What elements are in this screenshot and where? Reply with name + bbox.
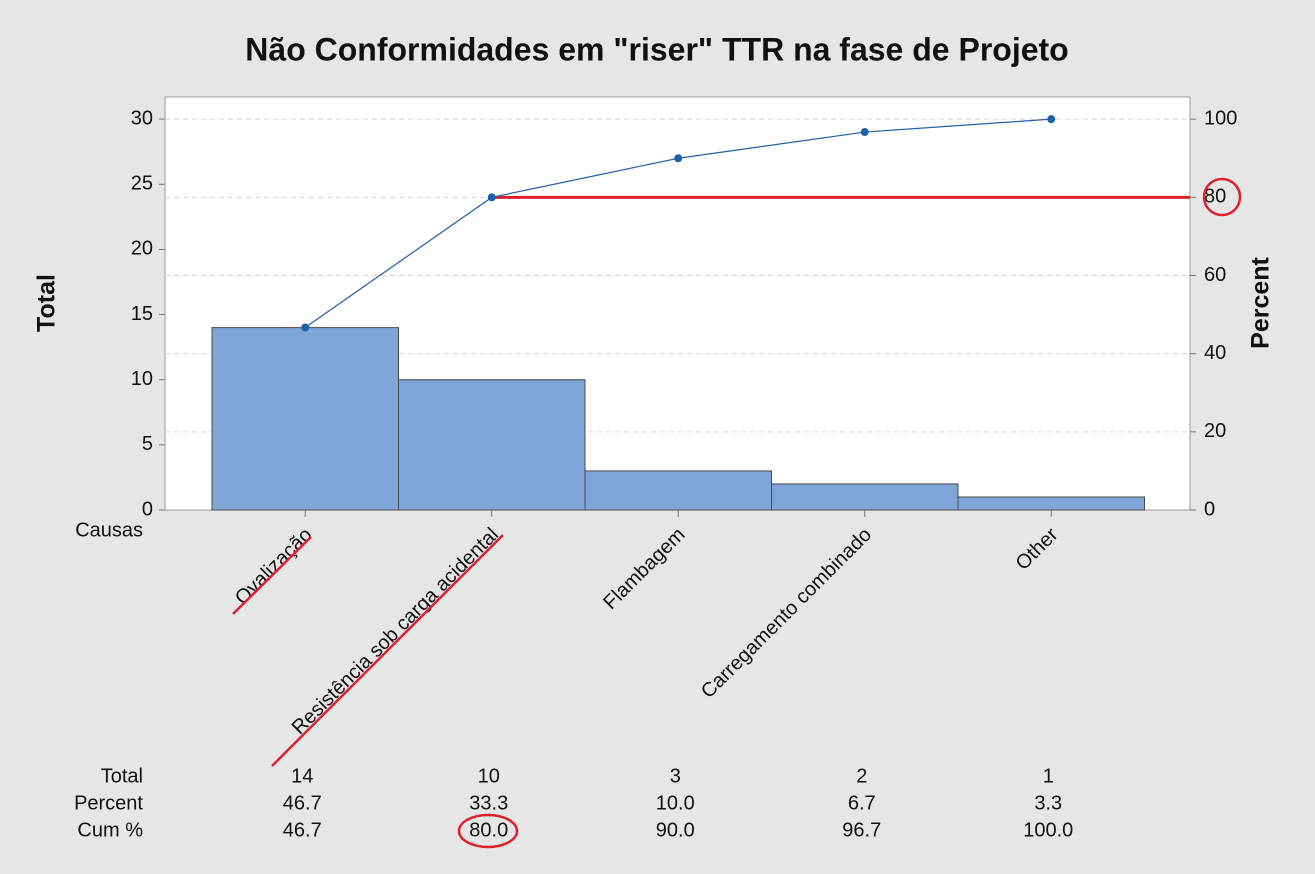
table-row-label: Percent [74,792,143,814]
y-tick-label: 15 [131,303,153,325]
bar [211,327,399,511]
highlight-circle [1202,177,1242,217]
table-cell: 100.0 [1023,819,1073,841]
y2-axis-label: Percent [1247,256,1275,348]
y-tick-label: 30 [131,107,153,129]
highlights [232,177,1242,849]
y2-tick-label: 60 [1204,264,1226,286]
table-row-label: Cum % [77,819,143,841]
y-tick-label: 5 [142,433,153,455]
y-tick-label: 20 [131,238,153,260]
table-cell: 46.7 [283,792,322,814]
table-cell: 3 [670,765,681,787]
y2-tick-label: 80 [1204,186,1226,208]
bar [957,496,1145,511]
table-cell: 2 [856,765,867,787]
highlight-underline [232,536,312,615]
chart-title: Não Conformidades em "riser" TTR na fase… [245,31,1068,67]
table-cell: 14 [291,765,313,787]
table-cell: 33.3 [469,792,508,814]
highlight-circle [457,813,519,849]
cumulative-point [860,128,869,137]
bar [584,470,772,511]
cumulative-point [1047,115,1056,124]
y-tick-label: 25 [131,173,153,195]
y-tick-label: 0 [142,498,153,520]
bar [771,483,959,511]
bar [398,379,586,511]
y2-tick-label: 100 [1204,107,1237,129]
y2-tick-label: 20 [1204,420,1226,442]
y2-tick-label: 40 [1204,342,1226,364]
cumulative-point [301,323,310,332]
cumulative-point [674,154,683,163]
table-cell: 10.0 [656,792,695,814]
y-tick-label: 10 [131,368,153,390]
table-cell: 96.7 [842,819,881,841]
x-axis-label: Causas [75,519,143,541]
y2-tick-label: 0 [1204,498,1215,520]
table-cell: 1 [1043,765,1054,787]
table-cell: 46.7 [283,819,322,841]
y-axis-label: Total [33,274,61,332]
table-cell: 90.0 [656,819,695,841]
table-cell: 80.0 [469,819,508,841]
table-cell: 10 [478,765,500,787]
table-cell: 3.3 [1034,792,1062,814]
table-row-label: Total [101,765,143,787]
highlight-underline [271,534,504,767]
table-cell: 6.7 [848,792,876,814]
cumulative-point [487,193,496,202]
